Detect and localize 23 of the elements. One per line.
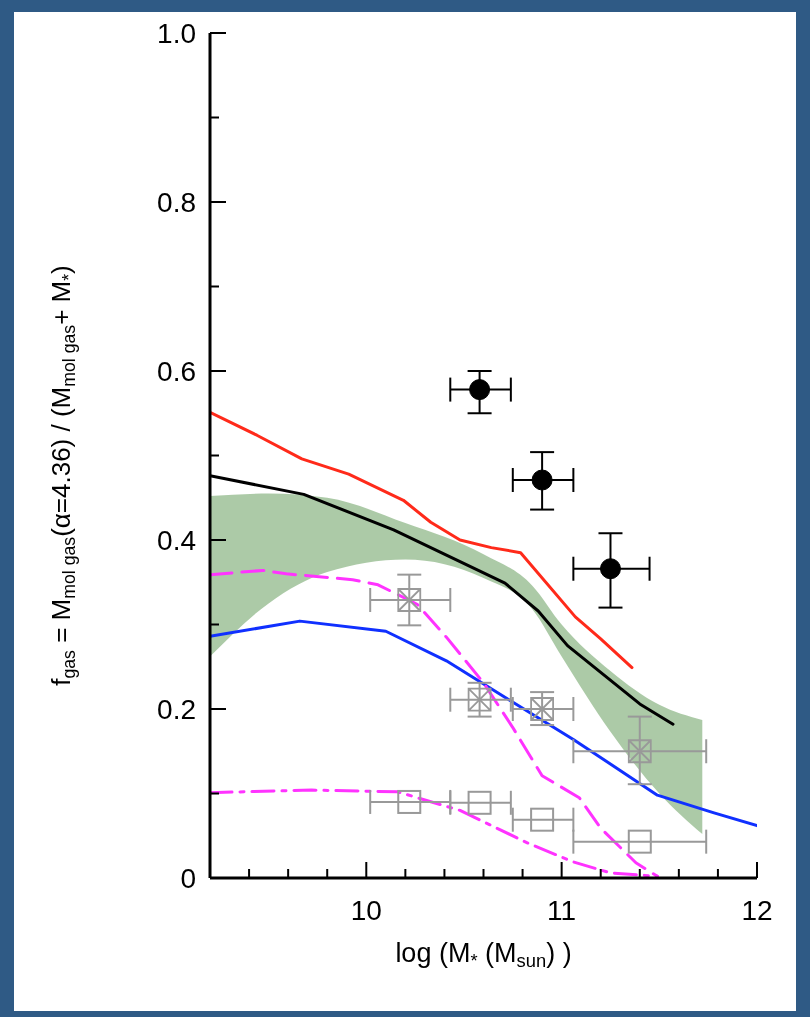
point <box>530 697 555 721</box>
x-tick-label: 10 <box>350 895 382 926</box>
line-series <box>210 619 757 828</box>
y-tick-label: 1.0 <box>157 18 196 49</box>
y-tick-label: 0.6 <box>157 356 196 387</box>
x-axis-title: log (M$_{*}$ (M$_{sun}$) ) <box>395 938 572 972</box>
y-tick-label: 0.8 <box>157 187 196 218</box>
x-tick-label: 12 <box>741 895 773 926</box>
point <box>467 687 492 712</box>
point <box>469 379 491 401</box>
point <box>397 789 422 814</box>
point <box>530 807 555 832</box>
y-tick-label: 0.4 <box>157 525 196 556</box>
point <box>531 469 553 491</box>
point <box>467 790 492 815</box>
line-series <box>210 410 634 670</box>
y-tick-label: 0.2 <box>157 694 196 725</box>
point <box>397 588 422 612</box>
point <box>627 739 652 764</box>
y-tick-label: 0 <box>180 863 196 894</box>
point <box>599 558 621 580</box>
point <box>627 829 652 854</box>
x-tick-label: 11 <box>547 895 577 926</box>
